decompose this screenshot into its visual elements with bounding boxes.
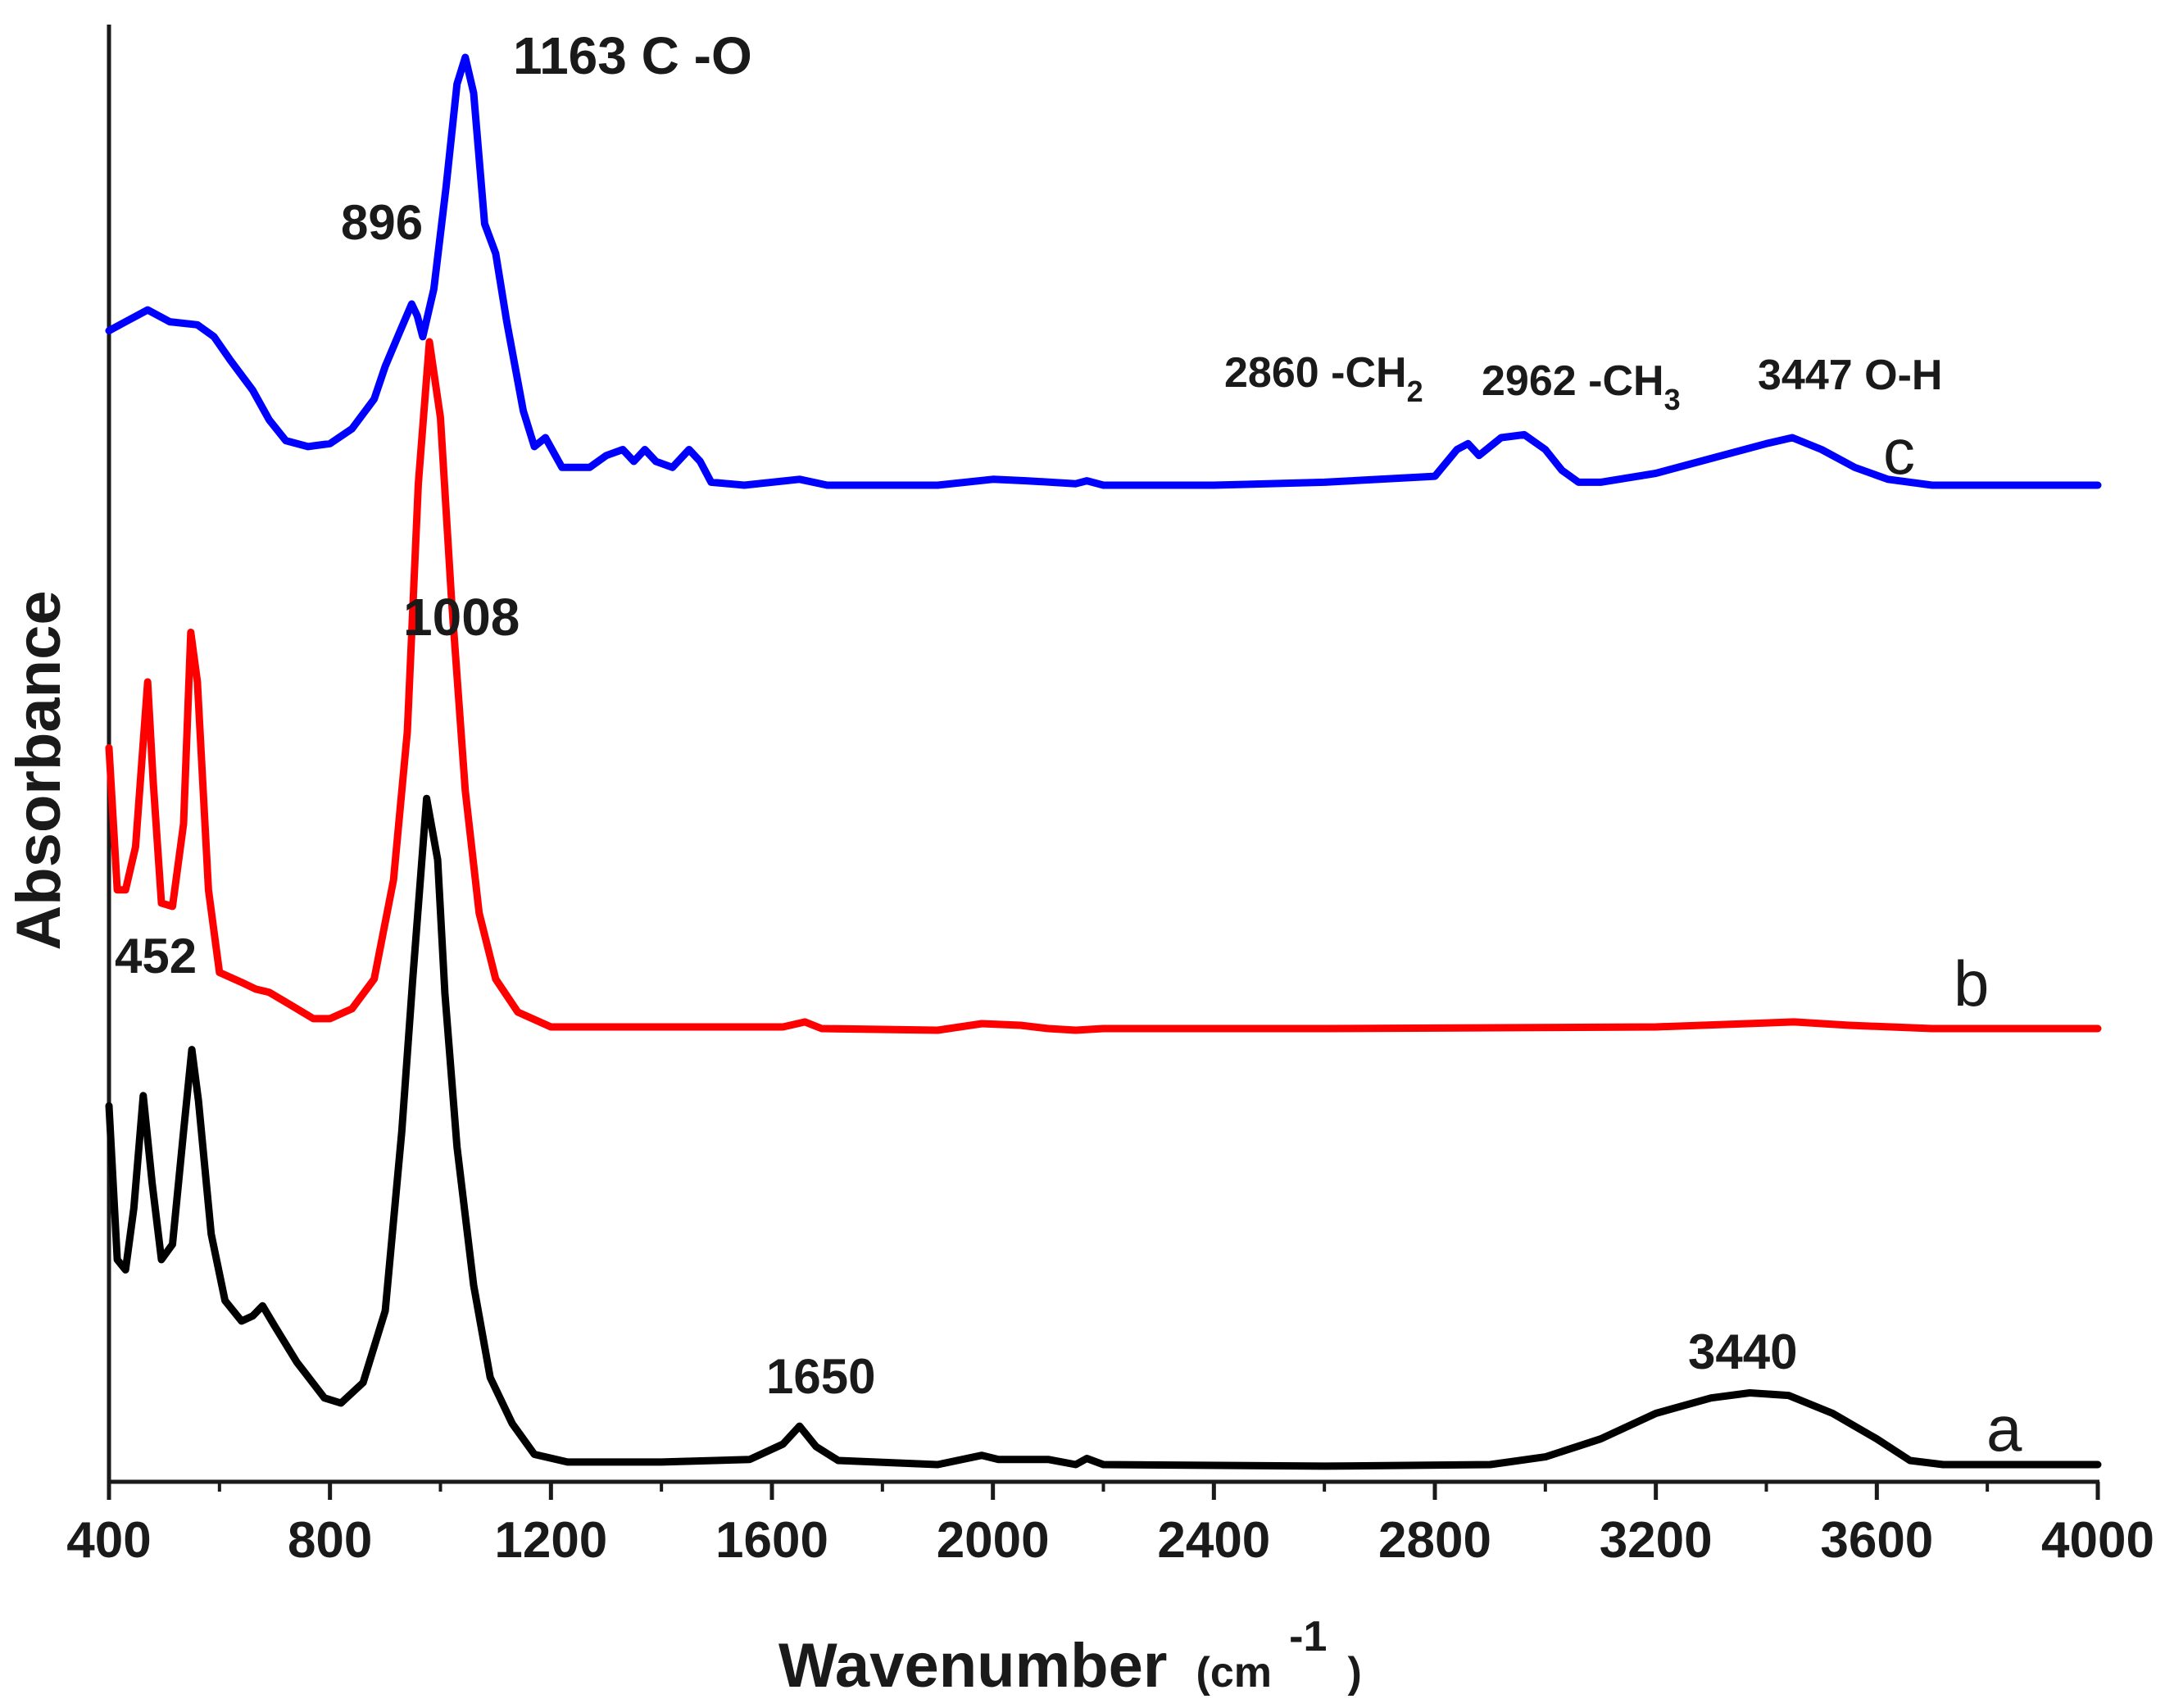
annotation-2860-sub: 2 — [1407, 375, 1423, 408]
series-line-c — [105, 53, 2102, 489]
annotation-1163: 1163 C -O — [513, 26, 752, 85]
trace-label-b: b — [1954, 947, 1989, 1020]
spectra-series — [105, 53, 2102, 1470]
annotation-3440: 3440 — [1688, 1324, 1797, 1379]
x-tick-label-4000: 4000 — [2041, 1512, 2154, 1569]
x-axis-title-main: Wavenumber — [778, 1631, 1167, 1701]
x-tick-label-2800: 2800 — [1378, 1512, 1491, 1569]
annotation-2860-main: 2860 -CH — [1224, 349, 1407, 397]
annotation-2962-main: 2962 -CH — [1482, 357, 1664, 405]
series-line-b — [105, 338, 2102, 1034]
x-axis-title-close: ) — [1348, 1649, 1362, 1697]
x-tick-label-1600: 1600 — [715, 1512, 828, 1569]
y-axis-title: Absorbance — [4, 590, 74, 950]
x-tick-label-3600: 3600 — [1820, 1512, 1933, 1569]
x-tick-labels: 400 800 1200 1600 2000 2400 2800 3200 3600 4000 — [66, 1512, 2154, 1569]
x-tick-label-400: 400 — [66, 1512, 151, 1569]
annotation-896: 896 — [341, 195, 423, 250]
x-axis-title: Wavenumber (cm -1 ) — [778, 1595, 1362, 1701]
annotation-1008: 1008 — [403, 588, 520, 647]
annotation-452: 452 — [115, 929, 197, 983]
annotation-2962-sub: 3 — [1664, 383, 1681, 416]
annotation-1650: 1650 — [766, 1349, 875, 1404]
trace-label-a: a — [1986, 1392, 2022, 1465]
series-line-a — [105, 794, 2102, 1470]
annotation-2860: 2860 -CH2 — [1224, 349, 1423, 408]
x-tick-label-3200: 3200 — [1600, 1512, 1713, 1569]
x-tick-label-2400: 2400 — [1157, 1512, 1270, 1569]
x-tick-label-2000: 2000 — [937, 1512, 1050, 1569]
annotation-2962: 2962 -CH3 — [1482, 357, 1681, 416]
x-tick-label-1200: 1200 — [494, 1512, 607, 1569]
annotation-3447: 3447 O-H — [1758, 352, 1942, 399]
x-tick-label-800: 800 — [288, 1512, 372, 1569]
trace-label-c: c — [1883, 416, 1915, 488]
x-axis-title-open: (cm — [1196, 1649, 1272, 1697]
x-ticks — [107, 1482, 2100, 1500]
x-axis-title-sup: -1 — [1289, 1613, 1327, 1660]
